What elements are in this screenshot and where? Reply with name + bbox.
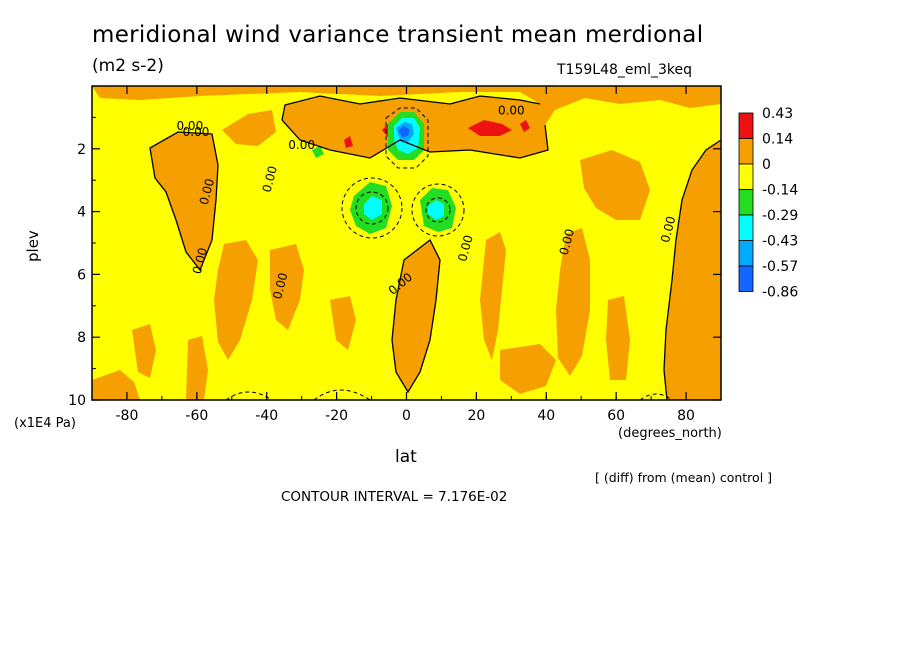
x-tick-label: -40 [255, 408, 278, 424]
x-tick-label: 80 [677, 408, 695, 424]
neg-contour-10n-inner [425, 197, 451, 223]
x-tick-label: 40 [537, 408, 555, 424]
y-tick-label: 2 [77, 142, 86, 158]
contour-inline-label: 0.00 [288, 138, 315, 152]
colorbar-swatch [738, 240, 754, 267]
positive-region-arctic-upper [580, 150, 650, 220]
colorbar-label: -0.14 [762, 183, 798, 199]
contour-inline-label: 0.00 [197, 177, 217, 206]
x-tick-label: 20 [467, 408, 485, 424]
positive-region-20n [392, 240, 440, 392]
x-tick-label: -20 [325, 408, 348, 424]
red-core-20n [468, 120, 512, 136]
contour-inline-label: 0.00 [260, 164, 280, 193]
positive-region-north-pole [664, 140, 721, 400]
colorbar-label: -0.86 [762, 285, 798, 301]
zero-contour-top [281, 95, 549, 159]
x-tick-label: 0 [402, 408, 411, 424]
positive-region-equator-low [330, 296, 356, 350]
neg-contour-10s-inner [355, 191, 389, 225]
y-tick-label: 10 [68, 393, 86, 409]
x-axis-label: lat [395, 447, 417, 467]
neg-contour-upper [385, 107, 429, 169]
contour-inline-label: 0.00 [455, 234, 475, 263]
zero-contour-20n [391, 239, 441, 394]
x-tick-label: -60 [185, 408, 208, 424]
chart-title: meridional wind variance transient mean … [92, 22, 704, 48]
colorbar-label: -0.43 [762, 234, 798, 250]
colorbar-label: 0 [762, 157, 771, 173]
contour-inline-label: 0.00 [183, 125, 210, 139]
colorbar-swatch [738, 214, 754, 241]
positive-region-sh-lat-strip [186, 336, 208, 400]
colorbar-label: 0.14 [762, 132, 793, 148]
positive-region-80s [150, 132, 218, 270]
colorbar-swatch [738, 163, 754, 190]
colorbar-swatch [738, 138, 754, 165]
red-core-sh [344, 136, 353, 148]
darkblue-core [398, 126, 410, 137]
chart-units: (m2 s-2) [92, 56, 164, 76]
diff-note: [ (diff) from (mean) control ] [595, 470, 773, 485]
positive-region-30n [480, 232, 506, 360]
neg-contour-surface-50s [225, 391, 273, 400]
cyan-core-10n [428, 200, 444, 220]
extreme-negative-region [398, 126, 410, 137]
neg-contour-surface-20s [313, 389, 371, 400]
neg-contour-10s-outer [341, 177, 403, 239]
green-spot-sh [312, 146, 324, 158]
colorbar-label: -0.29 [762, 208, 798, 224]
colorbar-swatch [738, 265, 754, 292]
positive-regions [92, 86, 721, 400]
y-tick-label: 4 [77, 205, 86, 221]
x-tick-label: -80 [116, 408, 139, 424]
cyan-core-10s [364, 196, 382, 220]
positive-region-40n-mid [556, 228, 590, 376]
contour-inline-label: 0.00 [498, 103, 525, 117]
run-label: T159L48_eml_3keq [557, 62, 693, 78]
neg-contour-10n-outer [411, 183, 465, 237]
contour-labels: 0.000.000.000.000.000.00 0.000.000.00 0.00… [176, 103, 678, 300]
contour-inline-label: 0.00 [270, 271, 290, 300]
positive-region-sh-mid [132, 324, 156, 378]
positive-region-40s [222, 110, 276, 146]
positive-region-sh-lower [92, 370, 140, 400]
x-axis-units: (degrees_north) [618, 426, 722, 441]
positive-region-nh-mid-lower [500, 344, 556, 394]
colorbar: 0.43 0.14 0 -0.14 -0.29 -0.43 -0.57 -0.86 [738, 106, 798, 301]
y-axis-ticks: 2 4 6 8 10 [68, 116, 721, 409]
colorbar-label: 0.43 [762, 106, 793, 122]
colorbar-label: -0.57 [762, 259, 798, 275]
y-axis-units: (x1E4 Pa) [14, 416, 76, 431]
zero-contour-80s [149, 131, 219, 272]
neg-contour-surface-70n [639, 393, 673, 400]
red-core-nh [520, 120, 530, 132]
x-axis-ticks: -80 -60 -40 -20 0 20 40 60 80 [91, 86, 722, 424]
positive-region-tropics-mid [270, 244, 304, 330]
y-tick-label: 8 [77, 330, 86, 346]
contour-inline-label: 0.00 [190, 246, 210, 275]
negative-contours [225, 107, 673, 400]
x-tick-label: 60 [607, 408, 625, 424]
zero-contours [149, 95, 721, 400]
y-tick-label: 6 [77, 267, 86, 283]
positive-region-60s-mid [214, 240, 258, 360]
contour-field [92, 86, 721, 400]
contour-inline-label: 0.00 [658, 215, 678, 244]
zero-contour-north-pole [663, 139, 721, 400]
contour-interval: CONTOUR INTERVAL = 7.176E-02 [281, 489, 508, 505]
colorbar-swatch [738, 189, 754, 216]
positive-region-nh-60-strip [606, 296, 630, 380]
colorbar-swatch [738, 112, 754, 139]
contour-inline-label: 0.00 [176, 119, 203, 133]
contour-inline-label: 0.00 [557, 227, 577, 256]
